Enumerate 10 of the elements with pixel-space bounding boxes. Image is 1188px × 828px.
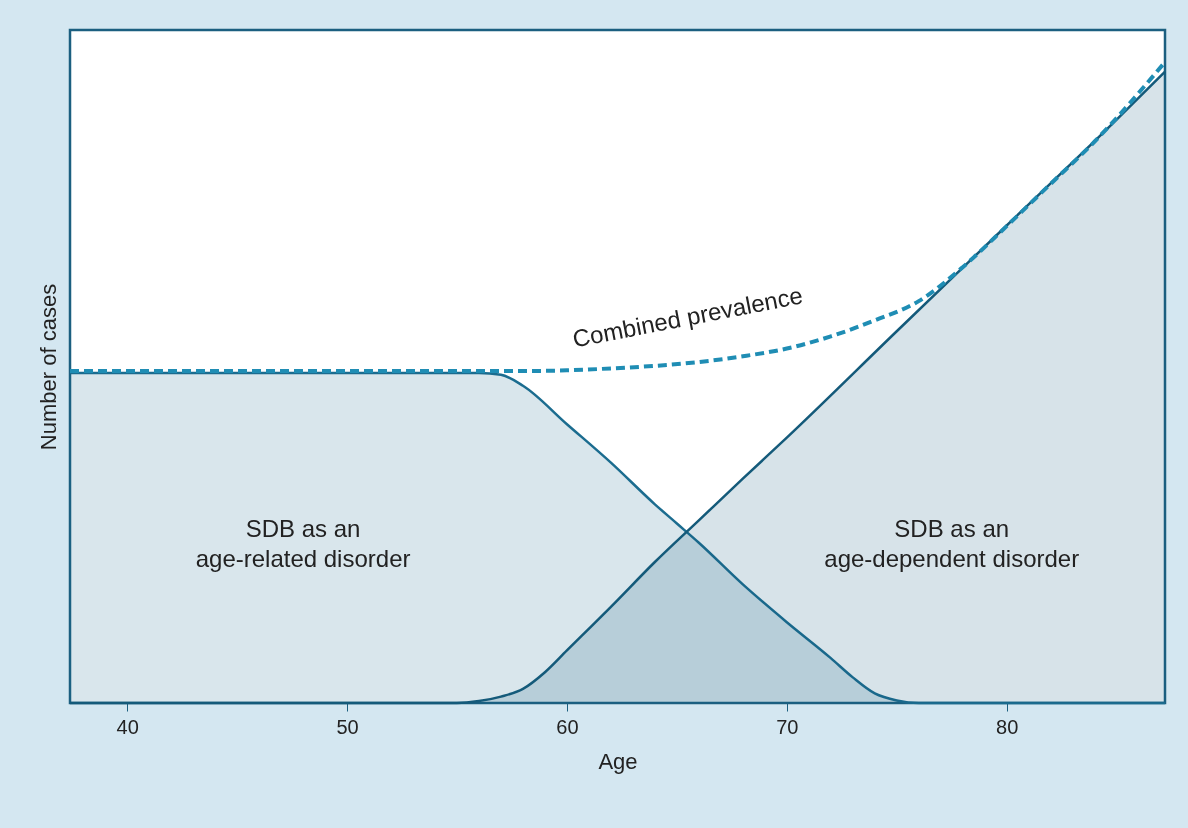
x-tick-label: 40 (116, 715, 139, 738)
series-label: SDB as an age-dependent disorder (824, 514, 1080, 572)
x-tick-label: 80 (996, 715, 1019, 738)
text: Combined prevalence (570, 281, 805, 353)
x-tick-label: 50 (336, 715, 359, 738)
x-tick-label: 60 (556, 715, 579, 738)
series-label: SDB as an age-related disorder (195, 514, 411, 572)
x-axis-title: Age (598, 748, 638, 774)
y-axis-title: Number of cases (35, 283, 61, 451)
x-tick-label: 70 (776, 715, 799, 738)
